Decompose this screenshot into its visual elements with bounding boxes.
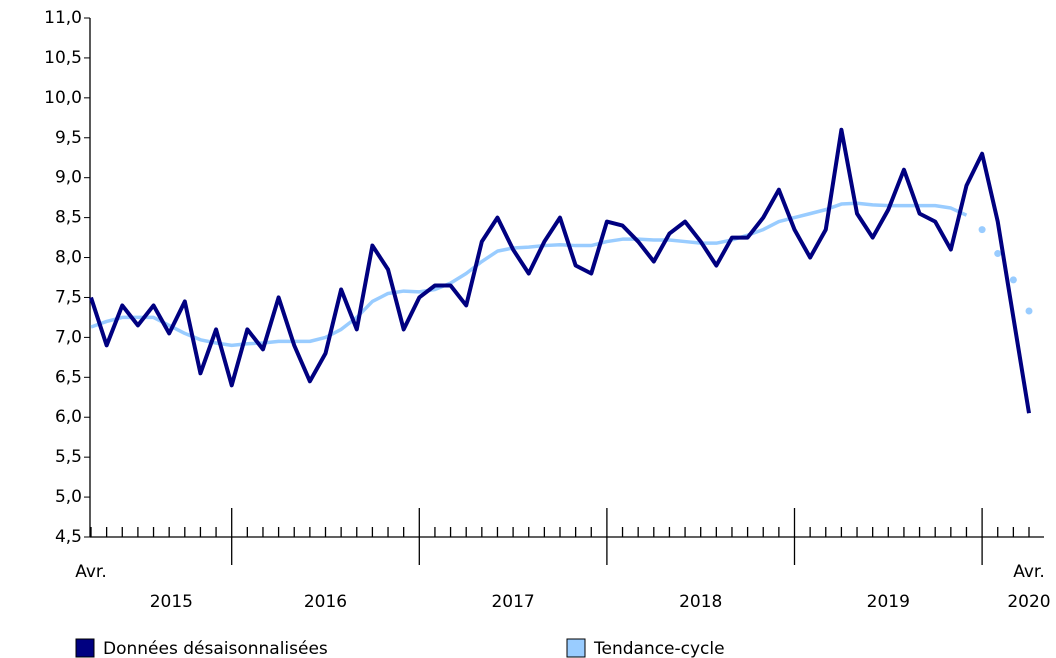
provisional-point (978, 226, 986, 234)
year-label: 2020 (1007, 592, 1050, 612)
legend-swatch (75, 638, 95, 658)
y-tick-label: 8,5 (55, 208, 82, 228)
year-label: 2019 (867, 592, 910, 612)
x-tick-label: Avr. (1013, 562, 1045, 582)
legend-label: Tendance-cycle (593, 639, 725, 658)
y-tick-label: 4,5 (55, 527, 82, 547)
legend-label: Données désaisonnalisées (103, 639, 328, 658)
y-tick-label: 8,0 (55, 248, 82, 268)
legend-swatch (566, 638, 586, 658)
y-tick-label: 10,5 (44, 48, 82, 68)
provisional-point (994, 250, 1002, 258)
y-tick-label: 9,5 (55, 128, 82, 148)
provisional-point (1009, 276, 1017, 284)
y-tick-label: 6,5 (55, 367, 82, 387)
x-tick-label: Avr. (75, 562, 107, 582)
y-tick-label: 7,0 (55, 327, 82, 347)
y-tick-label: 10,0 (44, 88, 82, 108)
year-label: 2017 (491, 592, 534, 612)
provisional-point (1025, 307, 1033, 315)
y-tick-label: 7,5 (55, 287, 82, 307)
series-line (90, 201, 968, 348)
y-tick-label: 11,0 (44, 8, 82, 28)
y-tick-label: 9,0 (55, 168, 82, 188)
y-tick-label: 5,0 (55, 487, 82, 507)
y-tick-label: 6,0 (55, 407, 82, 427)
series-line (89, 127, 1031, 414)
year-label: 2016 (304, 592, 347, 612)
year-label: 2018 (679, 592, 722, 612)
y-tick-label: 5,5 (55, 447, 82, 467)
year-label: 2015 (150, 592, 193, 612)
